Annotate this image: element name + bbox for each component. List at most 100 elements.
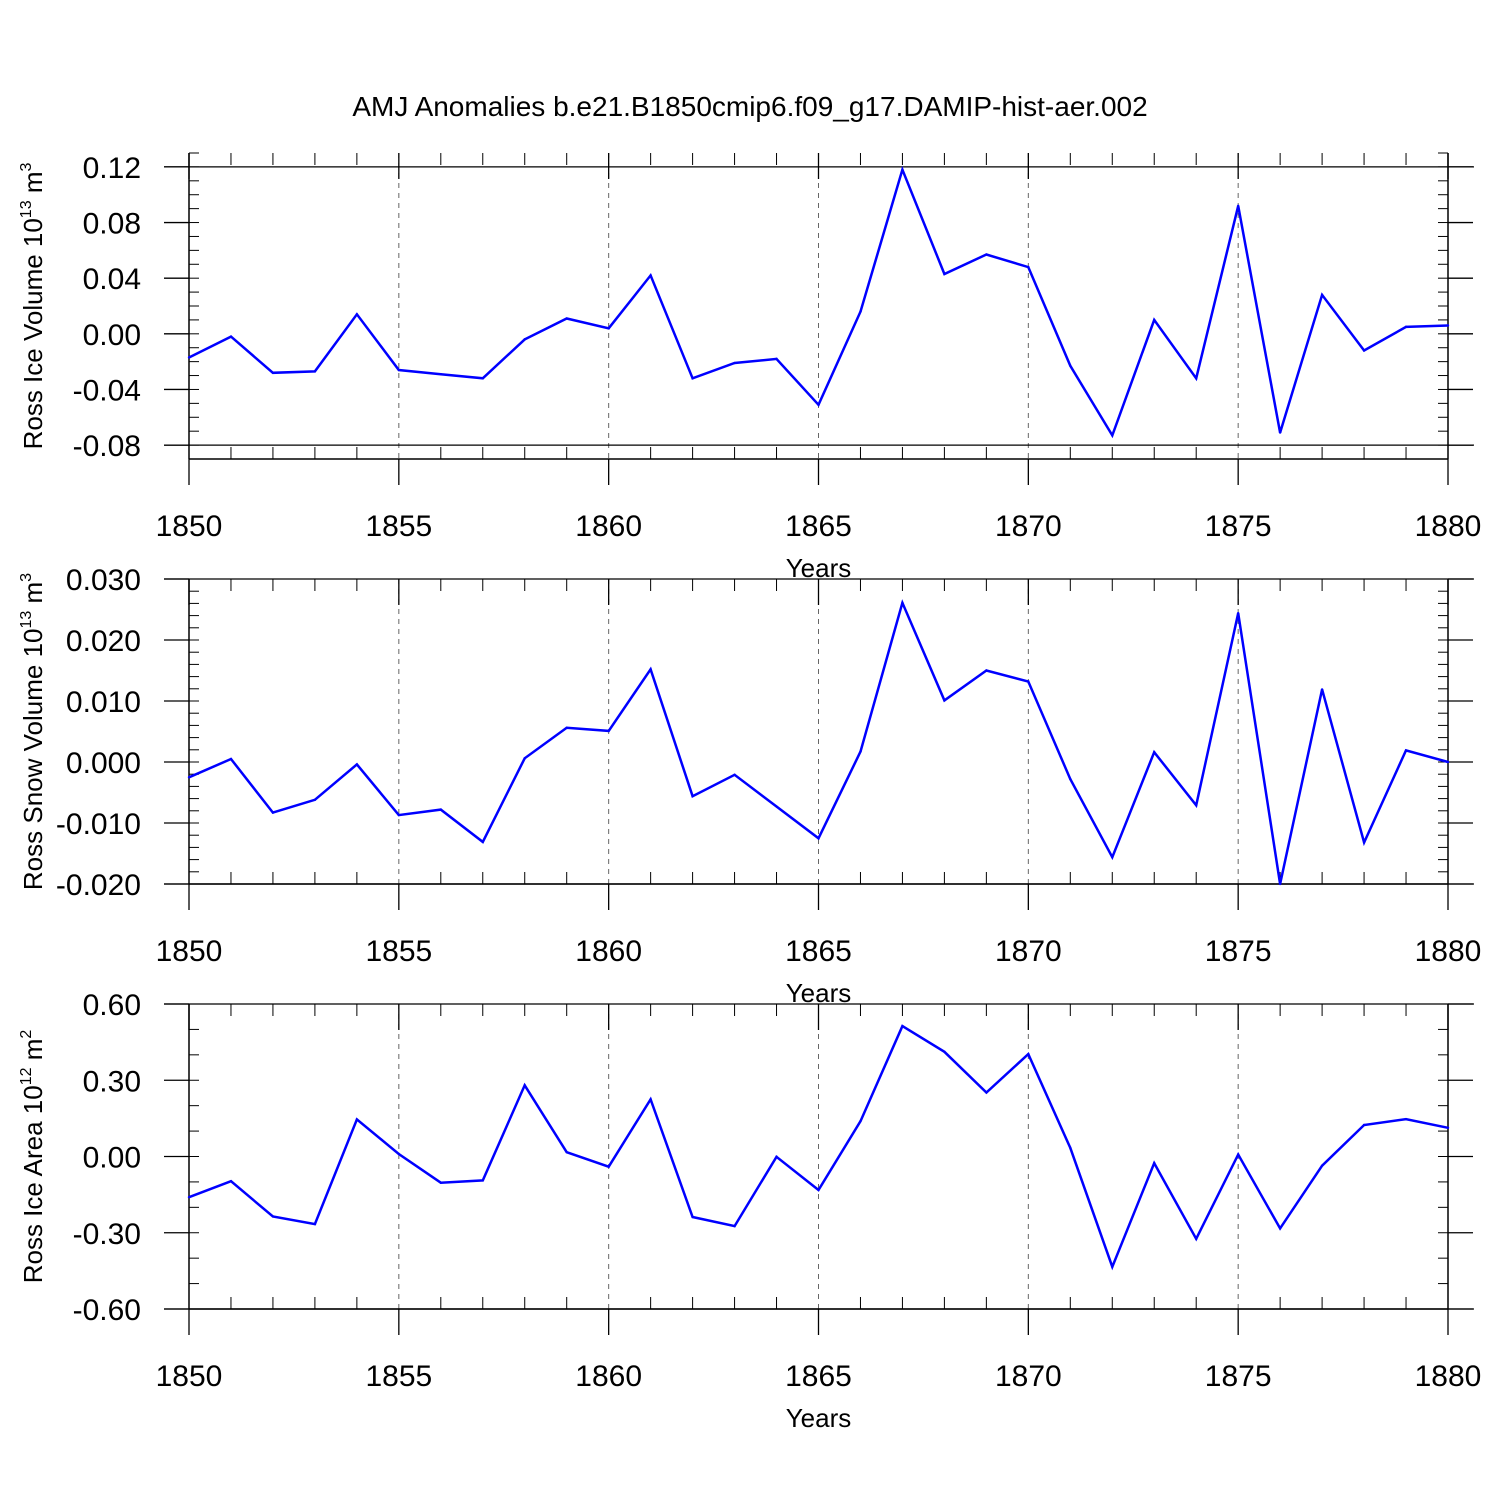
y-axis-label-text: m [18,1039,48,1068]
data-point [691,794,694,798]
x-tick-label: 1870 [995,935,1062,968]
data-point [985,1091,988,1094]
y-axis-label-superscript: 3 [18,573,35,582]
x-axis-label: Years [786,978,852,1008]
data-point [1027,680,1030,683]
data-point [1153,318,1156,322]
data-point [1153,751,1156,754]
data-point [523,757,526,760]
data-point [775,805,778,808]
data-point [1278,882,1282,886]
data-point [1278,1227,1282,1230]
data-point [271,371,275,374]
data-point [1320,293,1324,297]
data-point [481,1179,484,1182]
data-point [1236,1153,1240,1156]
data-point [859,750,862,753]
data-point [271,1215,275,1218]
x-tick-label: 1860 [575,510,642,543]
y-axis-label-text: m [18,171,48,200]
x-tick-label: 1850 [156,1360,223,1393]
x-axis-label: Years [786,1403,852,1433]
y-tick-label: 0.00 [83,1142,141,1175]
x-tick-label: 1880 [1415,510,1482,543]
y-axis-label-superscript: 2 [18,1030,35,1039]
data-point [1446,760,1450,764]
x-tick-label: 1865 [785,1360,852,1393]
y-axis-label: Ross Ice Area 1012 m2 [18,1030,48,1284]
y-tick-label: 0.000 [66,747,141,780]
y-axis-label-text: Ross Ice Area 10 [18,1085,48,1283]
x-tick-label: 1855 [365,1360,432,1393]
data-point [1069,1146,1072,1150]
data-point [985,669,988,672]
data-point [1278,431,1282,434]
y-tick-label: 0.030 [66,564,141,597]
data-point [1404,749,1408,752]
data-point [1446,1126,1450,1129]
data-point [817,403,820,406]
y-tick-label: 0.04 [83,263,141,296]
data-point [1027,1052,1030,1056]
panel-3: -0.60 -0.30 0.00 0.30 0.60 1850 1855 1860 1865 18… [18,989,1481,1433]
y-tick-label: 0.08 [83,208,141,241]
data-point [1236,204,1240,208]
data-point [313,798,317,802]
data-point [733,773,736,777]
data-point [1404,1117,1408,1121]
x-tick-label: 1865 [785,510,852,543]
data-point [1236,611,1240,615]
data-point [607,1165,610,1168]
data-point [1195,1237,1198,1241]
data-point [1153,1161,1156,1165]
x-tick-label: 1870 [995,1360,1062,1393]
y-axis-label: Ross Ice Volume 1013 m3 [18,162,48,449]
x-tick-label: 1880 [1415,1360,1482,1393]
data-point [901,601,904,604]
data-point [985,253,988,256]
y-axis-label-text: Ross Ice Volume 10 [18,218,48,449]
data-point [649,274,652,277]
data-point [649,1098,652,1101]
y-tick-label: -0.30 [73,1218,141,1251]
data-point [355,1118,359,1121]
x-tick-label: 1855 [365,935,432,968]
data-point [187,356,191,359]
x-tick-label: 1850 [156,935,223,968]
data-point [691,1215,694,1219]
data-point [1069,364,1072,368]
data-point [691,377,694,380]
data-point [943,272,946,276]
y-axis-label-text: Ross Snow Volume 10 [18,629,48,891]
y-tick-label: 0.020 [66,625,141,658]
x-tick-label: 1855 [365,510,432,543]
y-tick-label: 0.010 [66,686,141,719]
panel-2: -0.020 -0.010 0.000 0.010 0.020 0.030 1850 1855… [18,564,1481,1008]
data-point [1111,1265,1114,1269]
data-point [901,1024,904,1028]
data-point [1069,777,1072,781]
data-point [1111,434,1114,437]
data-point [649,668,652,671]
x-tick-label: 1850 [156,510,223,543]
data-point [565,317,568,320]
data-point [1446,324,1450,327]
data-point [1320,688,1324,691]
data-point [523,338,526,341]
data-point [1111,855,1114,859]
data-point [271,811,275,814]
data-point [439,808,442,811]
x-tick-label: 1865 [785,935,852,968]
data-point [187,776,191,779]
x-tick-label: 1860 [575,935,642,968]
y-tick-label: 0.60 [83,989,141,1022]
data-point [607,729,610,733]
x-tick-label: 1875 [1205,935,1272,968]
data-point [901,168,904,171]
y-tick-label: 0.30 [83,1065,141,1098]
y-tick-label: -0.60 [73,1294,141,1327]
data-point [397,813,401,817]
data-point [313,1222,317,1226]
y-axis-label: Ross Snow Volume 1013 m3 [18,573,48,890]
